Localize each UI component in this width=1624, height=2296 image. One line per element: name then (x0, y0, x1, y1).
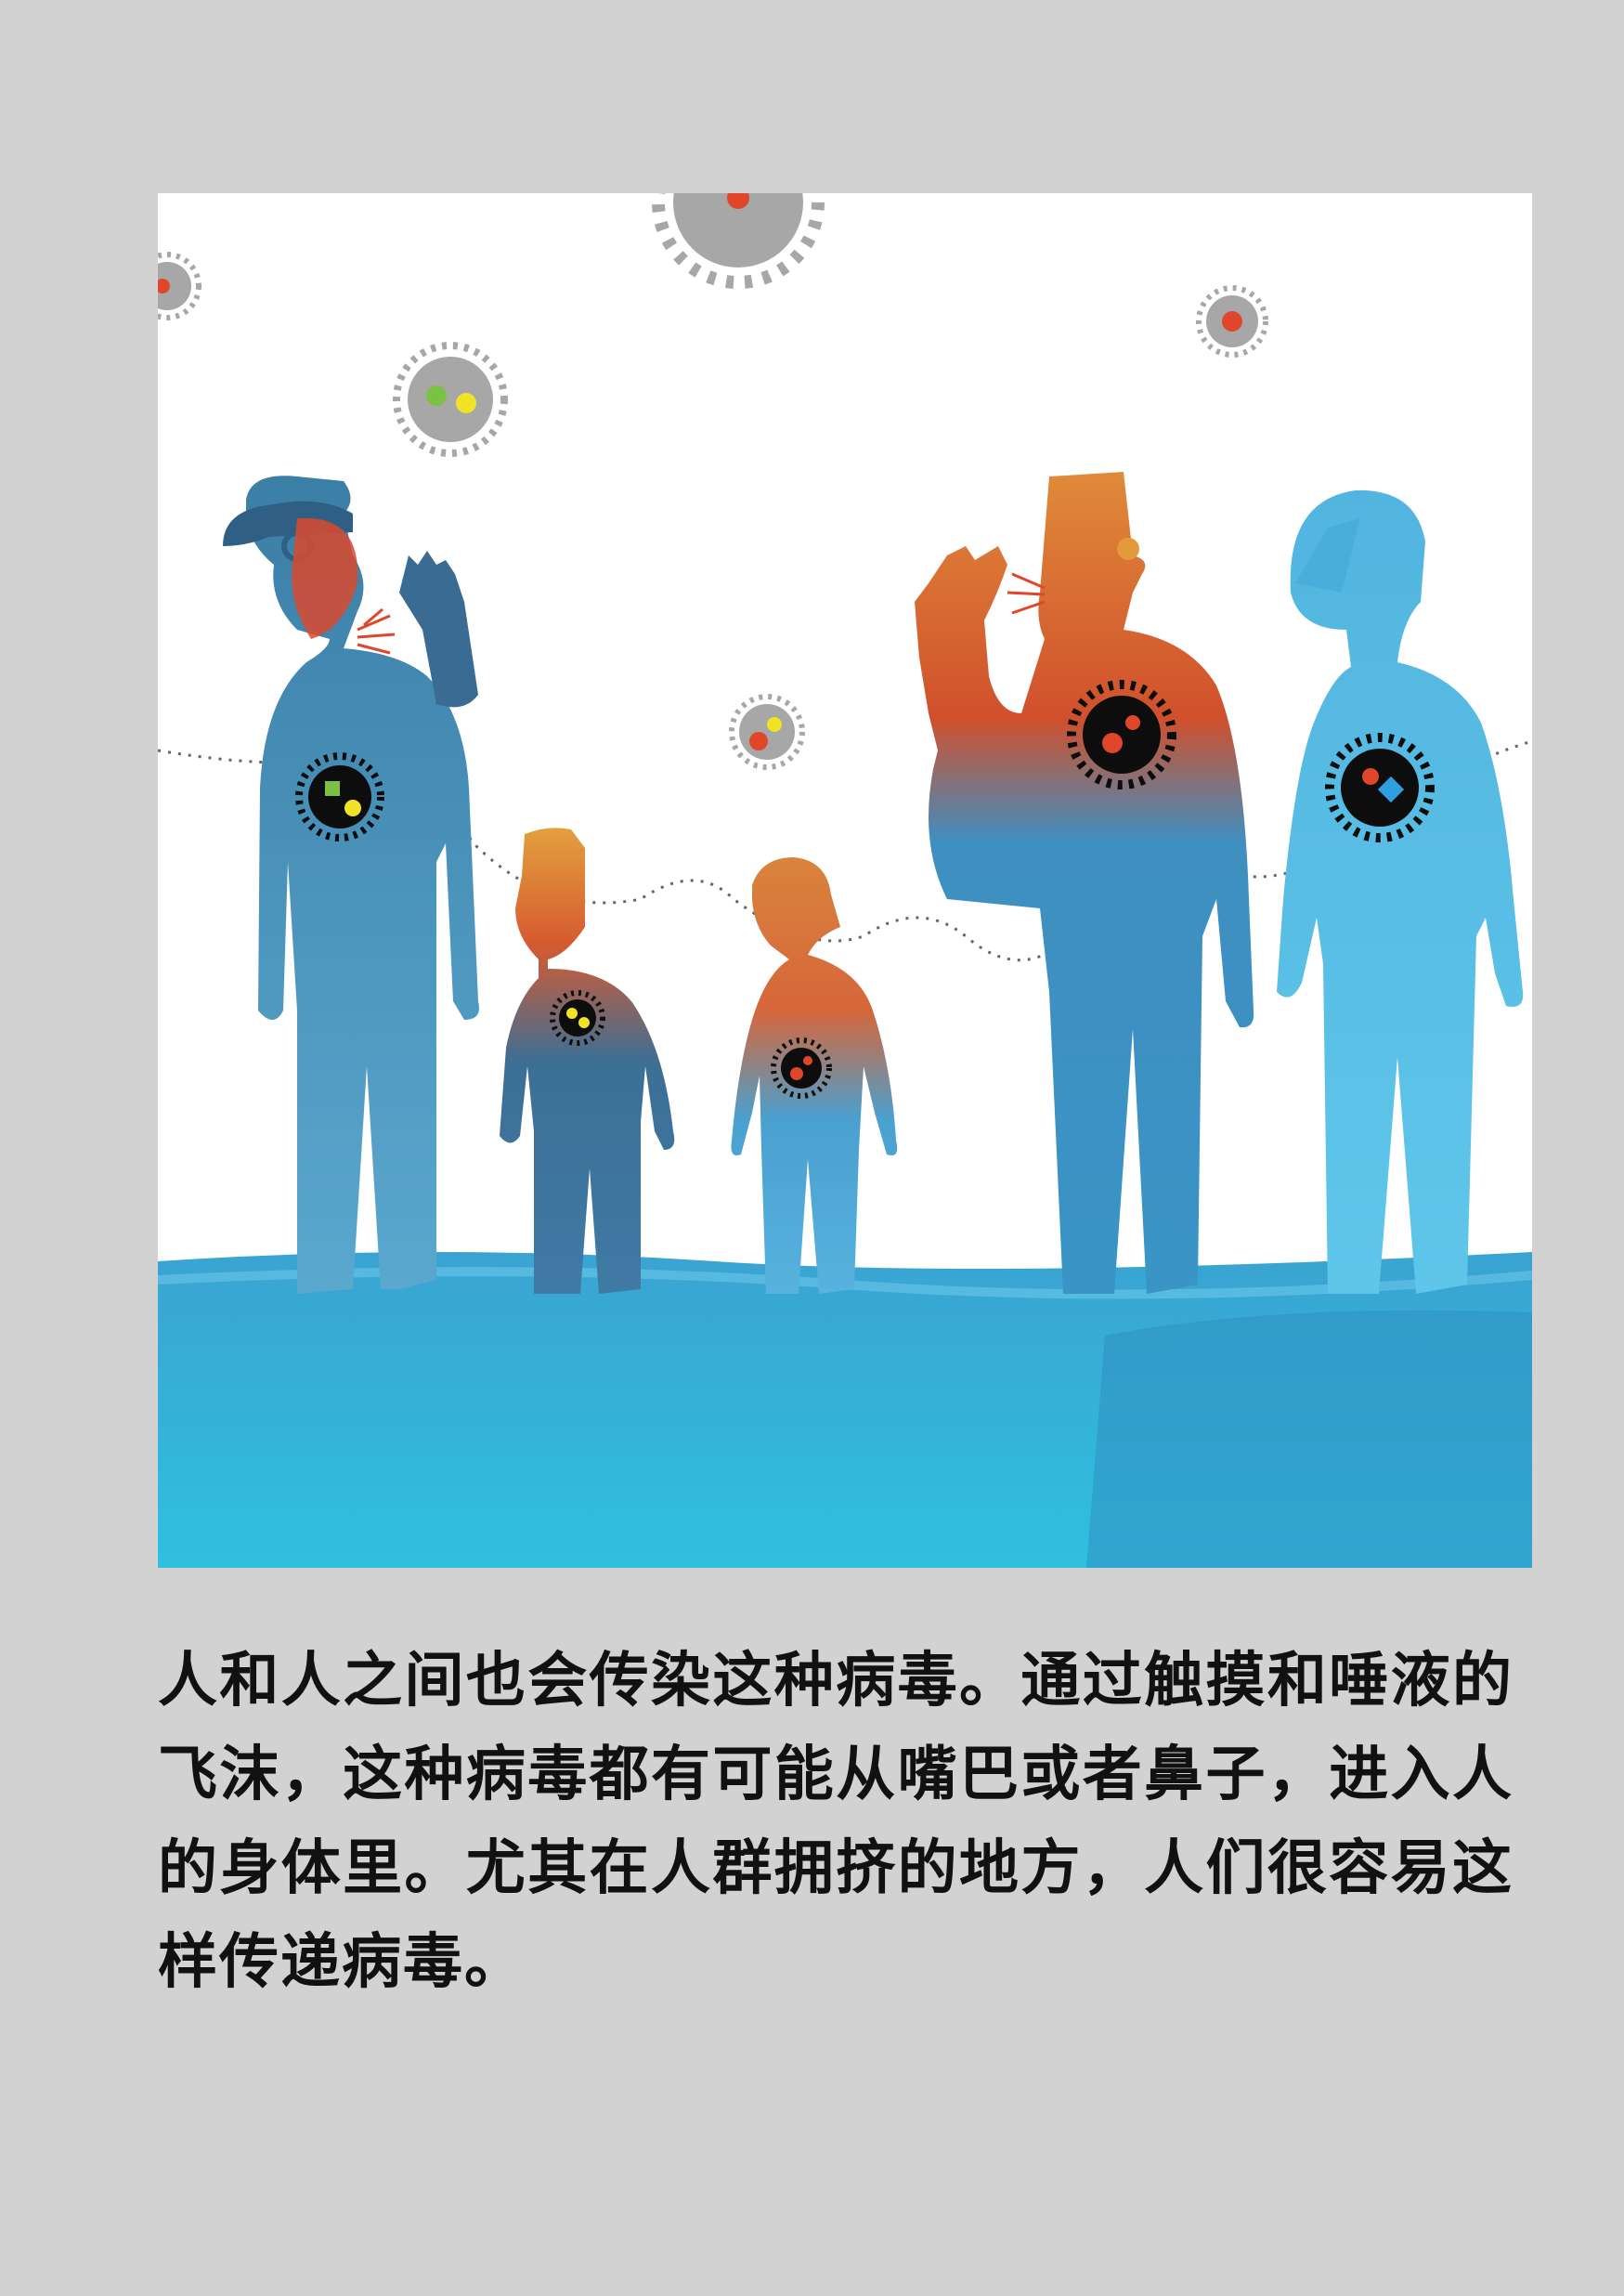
story-text: 人和人之间也会传染这种病毒。通过触摸和唾液的飞沫，这种病毒都有可能从嘴巴或者鼻子… (158, 1647, 1514, 1997)
person-figure (223, 476, 479, 1294)
virus-icon (393, 342, 508, 457)
virus-icon (158, 252, 201, 320)
virus-icon (771, 1037, 832, 1099)
virus-icon (1067, 680, 1176, 789)
virus-icon (652, 193, 825, 289)
person-figure (1277, 489, 1524, 1294)
virus-icon (550, 990, 605, 1046)
sneeze-spray (1007, 572, 1046, 615)
ground (158, 1252, 1532, 1568)
virus-transmission-illustration (158, 193, 1532, 1568)
virus-icon (1196, 285, 1268, 358)
person-figure (731, 857, 898, 1294)
virus-icon (295, 752, 384, 841)
virus-icon (1325, 733, 1435, 842)
sneeze-spray (357, 607, 396, 655)
person-figure (500, 828, 675, 1294)
person-figure (915, 472, 1254, 1294)
virus-icon (729, 694, 805, 770)
illustration-canvas (158, 193, 1532, 1568)
